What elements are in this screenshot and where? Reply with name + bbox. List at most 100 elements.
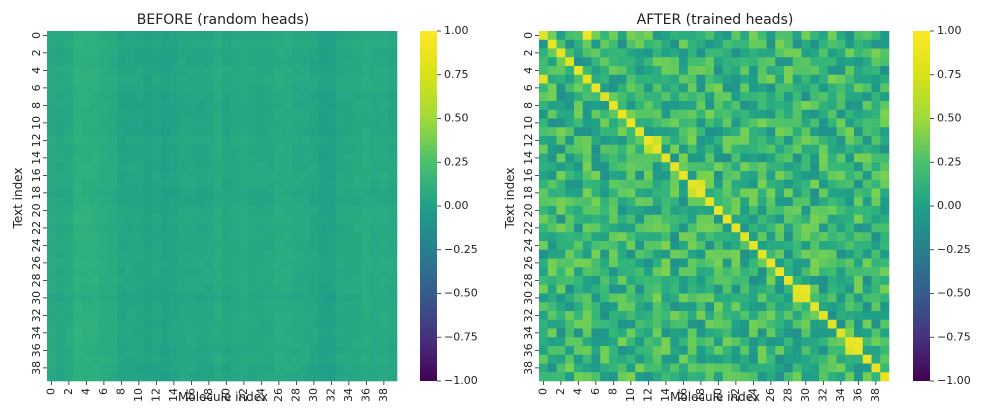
heatmap-cell [169,206,179,216]
heatmap-cell [635,337,645,347]
heatmap-cell [792,109,802,119]
heatmap-cell [670,92,680,102]
heatmap-cell [283,101,293,111]
heatmap-cell [239,179,249,189]
heatmap-cell [617,31,627,41]
heatmap-cell [47,276,57,286]
heatmap-cell [318,337,328,347]
heatmap-cell [222,179,232,189]
heatmap-cell [749,232,759,242]
heatmap-cell [160,197,170,207]
heatmap-cell [318,39,328,49]
heatmap-cell [784,118,794,128]
heatmap-cell [239,206,249,216]
heatmap-cell [705,162,715,172]
heatmap-cell [230,171,240,181]
heatmap-cell [73,83,83,93]
heatmap-cell [652,337,662,347]
heatmap-cell [766,188,776,198]
heatmap-cell [265,337,275,347]
heatmap-cell [248,136,258,146]
heatmap-cell [265,109,275,119]
heatmap-cell [775,276,785,286]
heatmap-cell [766,346,776,356]
heatmap-cell [335,92,345,102]
heatmap-cell [757,232,767,242]
heatmap-cell [626,293,636,303]
heatmap-cell [379,328,389,338]
heatmap-cell [292,214,302,224]
heatmap-cell [836,337,846,347]
heatmap-cell [670,127,680,137]
heatmap-cell [379,153,389,163]
heatmap-cell [862,267,872,277]
heatmap-cell [600,328,610,338]
heatmap-cell [565,101,575,111]
heatmap-cell [370,118,380,128]
heatmap-cell [143,276,153,286]
heatmap-cell [705,136,715,146]
heatmap-cell [854,258,864,268]
heatmap-cell [626,328,636,338]
heatmap-cell [274,109,284,119]
heatmap-cell [108,118,118,128]
heatmap-cell [362,346,372,356]
heatmap-cell [222,188,232,198]
heatmap-cell [626,171,636,181]
heatmap-cell [565,179,575,189]
heatmap-cell [582,372,592,382]
x-tick-label: 0 [536,388,549,395]
heatmap-cell [845,153,855,163]
heatmap-cell [160,136,170,146]
heatmap-cell [574,57,584,67]
y-tick-label: 6 [522,84,535,91]
heatmap-cell [792,127,802,137]
heatmap-cell [574,48,584,58]
heatmap-cell [854,372,864,382]
heatmap-cell [152,258,162,268]
heatmap-cell [565,136,575,146]
heatmap-cell [547,109,557,119]
heatmap-cell [134,319,144,329]
heatmap-cell [722,57,732,67]
heatmap-cell [300,92,310,102]
heatmap-cell [880,354,890,364]
heatmap-cell [810,223,820,233]
heatmap-cell [213,241,223,251]
x-tick-label: 38 [869,388,882,402]
heatmap-cell [195,57,205,67]
heatmap-cell [108,83,118,93]
heatmap-cell [854,311,864,321]
heatmap-cell [547,223,557,233]
heatmap-cell [64,66,74,76]
heatmap-cell [195,74,205,84]
heatmap-cell [160,249,170,259]
heatmap-cell [740,48,750,58]
heatmap-cell [775,284,785,294]
heatmap-cell [353,74,363,84]
heatmap-cell [108,136,118,146]
heatmap-cell [47,337,57,347]
heatmap-cell [353,118,363,128]
heatmap-cell [766,144,776,154]
heatmap-cell [248,162,258,172]
heatmap-cell [635,31,645,41]
heatmap-cell [362,153,372,163]
heatmap-cell [73,101,83,111]
heatmap-cell [327,302,337,312]
heatmap-cell [55,144,65,154]
heatmap-cell [714,328,724,338]
heatmap-cell [239,83,249,93]
heatmap-cell [574,232,584,242]
heatmap-cell [565,92,575,102]
heatmap-cell [547,311,557,321]
heatmap-cell [784,354,794,364]
heatmap-cell [318,188,328,198]
heatmap-cell [362,214,372,224]
heatmap-cell [47,267,57,277]
heatmap-cell [617,328,627,338]
heatmap-cell [187,83,197,93]
heatmap-cell [90,57,100,67]
heatmap-cell [792,206,802,216]
